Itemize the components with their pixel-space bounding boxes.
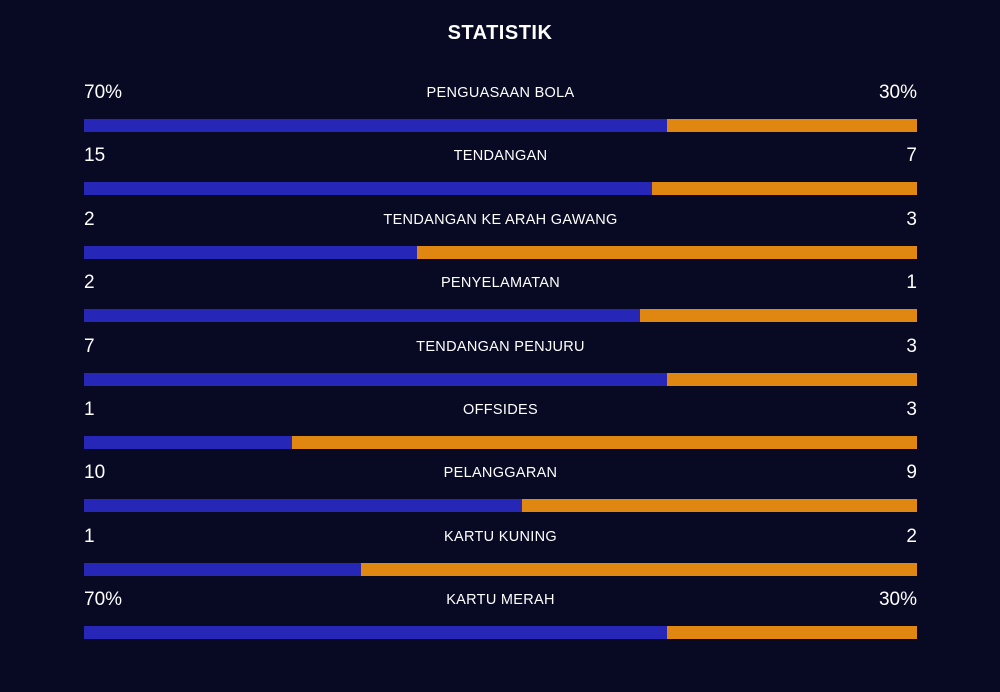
away-value: 3 <box>906 335 917 357</box>
home-bar-segment <box>84 435 293 449</box>
stat-label: PENGUASAAN BOLA <box>426 85 575 101</box>
away-value: 9 <box>906 462 917 484</box>
away-value: 30% <box>878 82 917 103</box>
home-bar-segment <box>84 119 668 132</box>
comparison-bar <box>84 245 917 259</box>
stats-title: STATISTIK <box>447 22 553 44</box>
stat-header: 1 OFFSIDES 3 <box>84 397 917 423</box>
stat-header: 70% KARTU MERAH 30% <box>84 587 917 613</box>
stat-row-penguasaan-bola: 70% PENGUASAAN BOLA 30% <box>84 80 917 143</box>
away-bar-segment <box>667 119 917 132</box>
away-bar-segment <box>417 245 917 259</box>
stat-label: TENDANGAN <box>453 148 548 165</box>
stat-label: PELANGGARAN <box>443 465 558 482</box>
home-value: 1 <box>84 398 95 420</box>
home-value: 70% <box>84 589 123 611</box>
away-bar-segment <box>639 309 917 323</box>
away-value: 3 <box>906 208 917 230</box>
stat-label: OFFSIDES <box>463 401 538 418</box>
stat-header: 1 KARTU KUNING 2 <box>84 524 917 550</box>
stat-label: TENDANGAN PENJURU <box>416 338 585 355</box>
stat-row-penyelamatan: 2 PENYELAMATAN 1 <box>84 270 917 333</box>
stat-header: 7 TENDANGAN PENJURU 3 <box>84 334 917 360</box>
home-value: 70% <box>84 82 123 103</box>
stat-label: TENDANGAN KE ARAH GAWANG <box>383 211 618 228</box>
home-value: 15 <box>84 145 106 167</box>
away-bar-segment <box>667 626 917 640</box>
comparison-bar <box>84 309 917 323</box>
home-value: 2 <box>84 272 95 294</box>
away-value: 2 <box>906 525 917 547</box>
comparison-bar <box>84 435 917 449</box>
comparison-bar <box>84 626 917 640</box>
away-bar-segment <box>652 182 917 196</box>
away-value: 1 <box>906 272 917 294</box>
stat-header: 10 PELANGGARAN 9 <box>84 460 917 486</box>
stat-row-kartu-merah: 70% KARTU MERAH 30% <box>84 587 917 650</box>
home-value: 2 <box>84 208 95 230</box>
comparison-bar <box>84 372 917 386</box>
home-bar-segment <box>84 309 640 323</box>
stat-row-offsides: 1 OFFSIDES 3 <box>84 397 917 460</box>
away-value: 30% <box>878 589 917 611</box>
comparison-bar <box>84 182 917 196</box>
stat-label: KARTU MERAH <box>446 592 555 609</box>
away-bar-segment <box>667 372 917 386</box>
home-value: 7 <box>84 335 95 357</box>
stat-label: KARTU KUNING <box>444 528 557 545</box>
home-bar-segment <box>84 562 362 576</box>
home-bar-segment <box>84 245 418 259</box>
away-bar-segment <box>522 499 917 513</box>
comparison-bar <box>84 119 917 132</box>
home-bar-segment <box>84 182 653 196</box>
away-value: 7 <box>906 145 917 167</box>
home-bar-segment <box>84 499 523 513</box>
stat-header: 2 TENDANGAN KE ARAH GAWANG 3 <box>84 207 917 233</box>
stat-row-tendangan: 15 TENDANGAN 7 <box>84 143 917 206</box>
comparison-bar <box>84 562 917 576</box>
stat-header: 70% PENGUASAAN BOLA 30% <box>84 80 917 106</box>
stat-row-tendangan-ke-arah-gawang: 2 TENDANGAN KE ARAH GAWANG 3 <box>84 207 917 270</box>
stat-header: 15 TENDANGAN 7 <box>84 143 917 169</box>
stats-list: 70% PENGUASAAN BOLA 30% 15 TENDANGAN 7 2… <box>84 80 917 651</box>
stat-row-pelanggaran: 10 PELANGGARAN 9 <box>84 460 917 523</box>
stat-row-tendangan-penjuru: 7 TENDANGAN PENJURU 3 <box>84 334 917 397</box>
away-bar-segment <box>361 562 917 576</box>
stat-header: 2 PENYELAMATAN 1 <box>84 270 917 296</box>
home-value: 10 <box>84 462 106 484</box>
comparison-bar <box>84 499 917 513</box>
stat-row-kartu-kuning: 1 KARTU KUNING 2 <box>84 524 917 587</box>
home-value: 1 <box>84 525 95 547</box>
stat-label: PENYELAMATAN <box>440 275 561 292</box>
away-value: 3 <box>906 398 917 420</box>
home-bar-segment <box>84 372 668 386</box>
home-bar-segment <box>84 626 668 640</box>
away-bar-segment <box>292 435 917 449</box>
